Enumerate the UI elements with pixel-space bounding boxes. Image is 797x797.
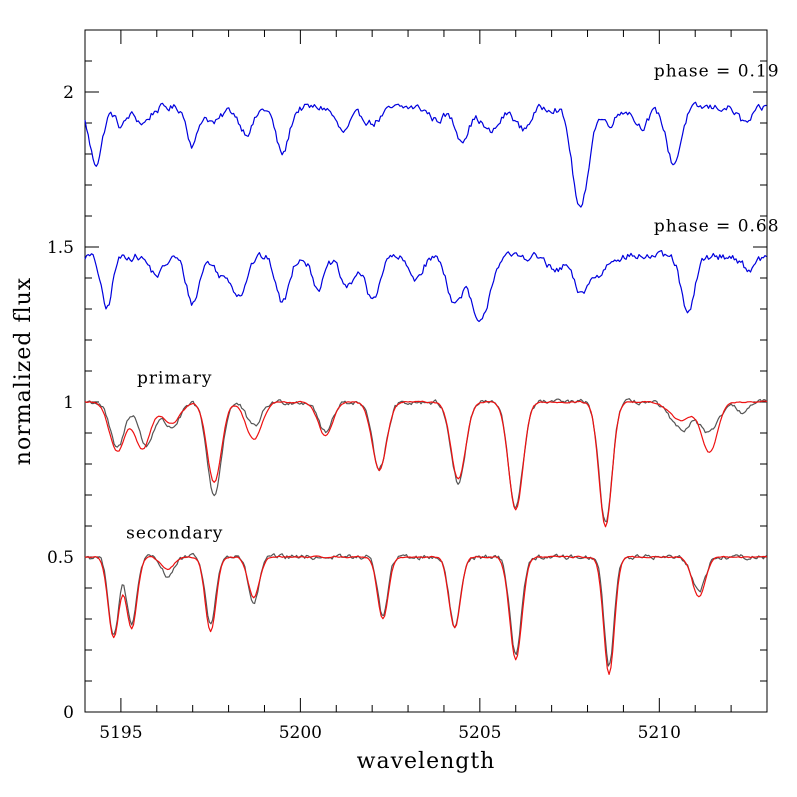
x-tick-label: 5205: [458, 723, 501, 743]
x-tick-label: 5195: [99, 723, 142, 743]
spectrum-series-3: [84, 400, 768, 528]
spectrum-series-1: [84, 250, 767, 323]
x-tick-label: 5200: [279, 723, 322, 743]
y-axis-label: normalized flux: [11, 277, 36, 465]
spectrum-series-4: [84, 552, 767, 667]
annotation-label: phase = 0.19: [654, 62, 780, 82]
x-tick-labels: 5195 5200 5205 5210: [99, 723, 681, 743]
annotation-label: primary: [137, 368, 212, 388]
spectrum-series-5: [84, 555, 768, 676]
y-tick-label: 0: [63, 703, 74, 723]
y-tick-label: 2: [63, 83, 74, 103]
spectra: [84, 101, 768, 676]
x-axis-label: wavelength: [357, 749, 496, 774]
y-tick-labels: 0 0.5 1 1.5 2: [47, 83, 74, 723]
spectrum-series-0: [84, 101, 767, 208]
x-tick-label: 5210: [638, 723, 681, 743]
y-tick-label: 0.5: [47, 548, 74, 568]
annotation-label: phase = 0.68: [654, 217, 780, 237]
annotation-label: secondary: [126, 523, 223, 543]
y-tick-label: 1.5: [47, 238, 74, 258]
y-tick-label: 1: [63, 393, 74, 413]
tick-marks: [84, 29, 768, 713]
spectrum-series-2: [84, 398, 768, 523]
annotations: phase = 0.19 phase = 0.68 primary secondary: [126, 62, 780, 544]
